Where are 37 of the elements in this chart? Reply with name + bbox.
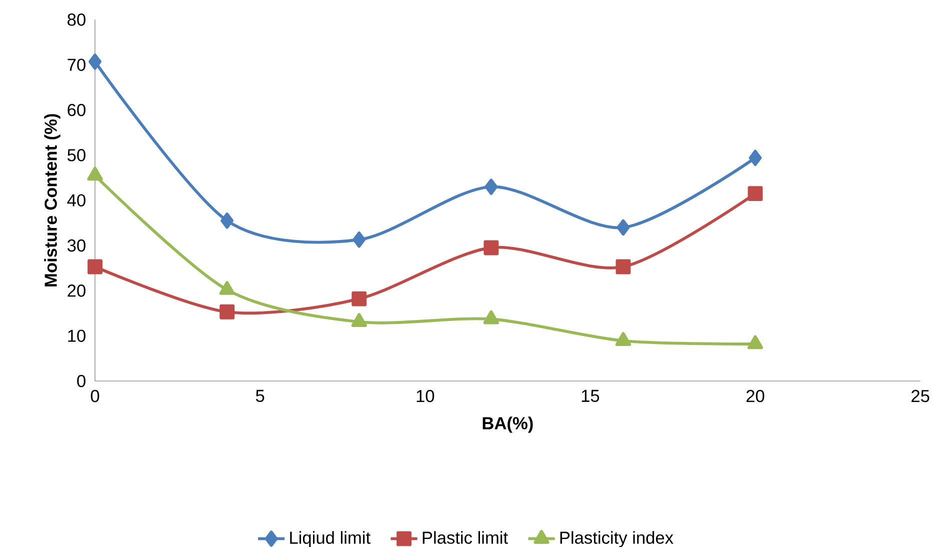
point <box>747 335 764 350</box>
point <box>616 219 630 236</box>
y-tick-label: 40 <box>67 194 86 206</box>
point <box>220 304 235 320</box>
y-axis-title: Moisture Content (%) <box>44 114 60 286</box>
x-tick-label: 10 <box>416 390 434 402</box>
y-tick-label: 80 <box>68 14 86 26</box>
y-tick-label: 0 <box>77 374 86 388</box>
x-tick-label: 25 <box>912 390 930 402</box>
legend-label: Plasticity index <box>560 531 674 547</box>
point <box>219 280 235 295</box>
point <box>88 259 102 274</box>
point <box>483 310 499 324</box>
y-tick-label: 20 <box>68 284 86 297</box>
point <box>484 240 499 256</box>
point <box>351 313 367 327</box>
legend-label: Liqiud limit <box>290 531 370 547</box>
point <box>352 231 366 248</box>
y-tick-label: 60 <box>68 104 86 116</box>
y-tick-label: 10 <box>68 330 86 342</box>
y-tick-label: 30 <box>68 239 86 252</box>
x-tick-label: 0 <box>90 390 100 402</box>
point <box>88 54 102 70</box>
x-axis-title: BA(%) <box>482 416 533 433</box>
point <box>220 212 234 229</box>
point <box>616 259 631 274</box>
legend-label: Plastic limit <box>422 531 508 544</box>
y-tick-label: 70 <box>68 58 86 71</box>
point <box>484 178 498 195</box>
point <box>352 291 367 306</box>
x-tick-label: 5 <box>256 390 264 402</box>
x-tick-label: 15 <box>582 390 600 402</box>
point <box>748 150 762 166</box>
point <box>748 186 763 202</box>
x-tick-label: 20 <box>746 390 764 402</box>
y-tick-label: 50 <box>68 149 86 162</box>
point <box>615 332 632 346</box>
